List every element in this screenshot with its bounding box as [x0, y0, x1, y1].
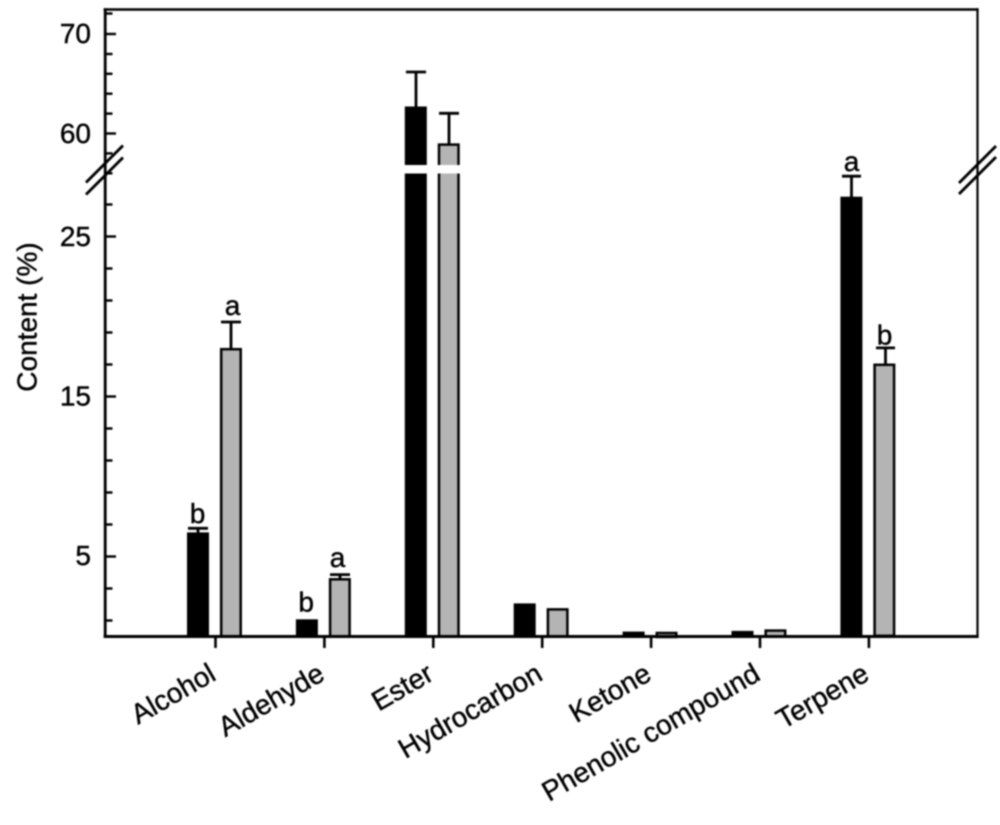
svg-text:60: 60	[60, 118, 91, 149]
svg-text:b: b	[190, 498, 206, 529]
svg-text:25: 25	[60, 221, 91, 252]
svg-text:Content (%): Content (%)	[12, 242, 43, 391]
svg-text:a: a	[330, 542, 346, 573]
svg-text:b: b	[877, 320, 893, 351]
svg-text:70: 70	[60, 18, 91, 49]
svg-text:a: a	[225, 290, 241, 321]
svg-text:b: b	[298, 587, 314, 618]
svg-text:5: 5	[75, 540, 91, 571]
svg-text:15: 15	[60, 381, 91, 412]
svg-text:a: a	[844, 146, 860, 177]
